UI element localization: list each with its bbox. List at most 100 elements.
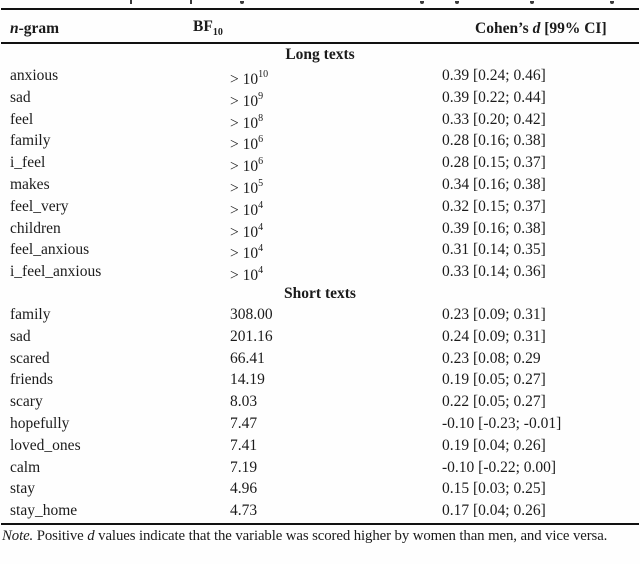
note-text: Positive bbox=[33, 528, 88, 544]
table-row: children > 104 0.39 [0.16; 0.38] bbox=[0, 218, 640, 241]
bf-exponent: 4 bbox=[258, 221, 264, 233]
cohens-d-cell: 0.23 [0.09; 0.31] bbox=[442, 305, 546, 323]
table-row: family > 106 0.28 [0.16; 0.38] bbox=[0, 130, 640, 153]
bf-cell: 4.96 bbox=[230, 480, 258, 498]
bf-cell: > 104 bbox=[230, 243, 264, 263]
ngram-cell: scared bbox=[10, 349, 50, 367]
table-row: calm 7.19 -0.10 [-0.22; 0.00] bbox=[0, 457, 640, 479]
table-row: stay_home 4.73 0.17 [0.04; 0.26] bbox=[0, 500, 640, 522]
cohens-d-cell: 0.39 [0.22; 0.44] bbox=[442, 88, 546, 106]
note-text: values indicate that the variable was sc… bbox=[94, 528, 608, 544]
cohens-d-cell: 0.17 [0.04; 0.26] bbox=[442, 502, 546, 520]
table-row: feel > 108 0.33 [0.20; 0.42] bbox=[0, 109, 640, 132]
ngram-cell: i_feel bbox=[10, 154, 46, 172]
caption-fragment bbox=[610, 1, 614, 4]
table-row: anxious > 1010 0.39 [0.24; 0.46] bbox=[0, 65, 640, 88]
table-body: Long texts anxious > 1010 0.39 [0.24; 0.46]… bbox=[0, 44, 640, 522]
ngram-cell: hopefully bbox=[10, 414, 70, 432]
table-row: sad 201.16 0.24 [0.09; 0.31] bbox=[0, 326, 640, 348]
table-row: stay 4.96 0.15 [0.03; 0.25] bbox=[0, 478, 640, 500]
table-header-row: n-gram BF10 Cohen’s d [99% CI] bbox=[0, 10, 636, 42]
note-d-italic: d bbox=[87, 528, 95, 544]
table-row: feel_very > 104 0.32 [0.15; 0.37] bbox=[0, 196, 640, 219]
note-lead-italic: Note. bbox=[2, 528, 34, 544]
ngram-cell: calm bbox=[10, 458, 41, 476]
bf-exponent: 9 bbox=[258, 90, 264, 102]
ngram-cell: stay_home bbox=[10, 502, 78, 520]
cohens-d-cell: 0.19 [0.05; 0.27] bbox=[442, 371, 546, 389]
cohens-d-cell: 0.39 [0.16; 0.38] bbox=[442, 219, 546, 237]
bf-cell: 308.00 bbox=[230, 305, 273, 323]
section-title: Long texts bbox=[285, 46, 355, 63]
cohens-d-cell: -0.10 [-0.22; 0.00] bbox=[442, 458, 557, 476]
bf-cell: 7.47 bbox=[230, 414, 258, 432]
bf-cell: > 106 bbox=[230, 134, 264, 154]
table-row: scared 66.41 0.23 [0.08; 0.29 bbox=[0, 348, 640, 370]
ngram-cell: feel bbox=[10, 110, 34, 128]
bf-cell: > 104 bbox=[230, 221, 264, 241]
header-bf-text: BF bbox=[193, 17, 213, 35]
table-note: Note. Positive d values indicate that th… bbox=[2, 527, 640, 546]
cohens-d-cell: 0.33 [0.20; 0.42] bbox=[442, 110, 546, 128]
ngram-cell: sad bbox=[10, 88, 31, 106]
bf-cell: > 104 bbox=[230, 265, 264, 285]
ngram-cell: feel_anxious bbox=[10, 241, 90, 259]
bf-cell: > 106 bbox=[230, 156, 264, 176]
table-row: hopefully 7.47 -0.10 [-0.23; -0.01] bbox=[0, 413, 640, 435]
ngram-cell: feel_very bbox=[10, 197, 69, 215]
ngram-cell: loved_ones bbox=[10, 436, 81, 454]
table-bottom-rule bbox=[1, 523, 639, 525]
bf-cell: > 105 bbox=[230, 177, 264, 198]
cohens-d-cell: 0.19 [0.04; 0.26] bbox=[442, 436, 546, 454]
ngram-cell: i_feel_anxious bbox=[10, 263, 102, 281]
table-header-rule bbox=[1, 42, 639, 44]
cohens-d-cell: 0.23 [0.08; 0.29 bbox=[442, 349, 541, 367]
header-ngram-italic: n bbox=[10, 20, 19, 37]
ngram-cell: sad bbox=[10, 327, 31, 345]
table-row: i_feel > 106 0.28 [0.15; 0.37] bbox=[0, 152, 640, 175]
cohens-d-cell: 0.31 [0.14; 0.35] bbox=[442, 241, 546, 259]
bf-cell: 4.73 bbox=[230, 502, 258, 520]
ngram-cell: family bbox=[10, 305, 51, 323]
header-cohens-pre: Cohen’s bbox=[475, 20, 533, 37]
ngram-cell: friends bbox=[10, 371, 54, 389]
table-row: loved_ones 7.41 0.19 [0.04; 0.26] bbox=[0, 435, 640, 457]
section-title: Short texts bbox=[284, 284, 356, 302]
cohens-d-cell: 0.24 [0.09; 0.31] bbox=[442, 327, 546, 345]
bf-cell: > 1010 bbox=[230, 69, 269, 89]
header-bf-subscript: 10 bbox=[212, 27, 223, 38]
ngram-cell: anxious bbox=[10, 67, 59, 84]
cohens-d-cell: 0.39 [0.24; 0.46] bbox=[442, 67, 546, 84]
table-row: makes > 105 0.34 [0.16; 0.38] bbox=[0, 174, 640, 197]
bf-exponent: 5 bbox=[258, 177, 264, 189]
header-cohens-d-italic: d bbox=[532, 20, 541, 37]
bf-exponent: 4 bbox=[258, 265, 264, 277]
caption-fragment bbox=[190, 0, 192, 4]
header-bf10: BF10 bbox=[193, 18, 475, 38]
bf-cell: > 104 bbox=[230, 199, 264, 219]
caption-fragment bbox=[530, 1, 534, 4]
ngram-cell: children bbox=[10, 219, 61, 237]
caption-fragment bbox=[240, 1, 244, 4]
cohens-d-cell: 0.22 [0.05; 0.27] bbox=[442, 393, 546, 411]
bf-cell: > 109 bbox=[230, 90, 264, 110]
bf-cell: 8.03 bbox=[230, 393, 258, 411]
caption-fragment bbox=[130, 0, 132, 4]
ngram-cell: makes bbox=[10, 175, 50, 193]
table-row: sad > 109 0.39 [0.22; 0.44] bbox=[0, 87, 640, 110]
cohens-d-cell: 0.28 [0.16; 0.38] bbox=[442, 132, 546, 150]
bf-cell: 201.16 bbox=[230, 327, 273, 345]
ngram-cell: family bbox=[10, 132, 51, 150]
bf-cell: 7.19 bbox=[230, 458, 258, 476]
cohens-d-cell: 0.28 [0.15; 0.37] bbox=[442, 154, 546, 172]
table-row: scary 8.03 0.22 [0.05; 0.27] bbox=[0, 391, 640, 413]
table-row: i_feel_anxious > 104 0.33 [0.14; 0.36] bbox=[0, 261, 640, 284]
cohens-d-cell: 0.32 [0.15; 0.37] bbox=[442, 197, 546, 215]
table-row: feel_anxious > 104 0.31 [0.14; 0.35] bbox=[0, 239, 640, 262]
header-cohens-post: [99% CI] bbox=[540, 20, 607, 37]
header-cohens-d: Cohen’s d [99% CI] bbox=[475, 20, 636, 38]
bf-exponent: 8 bbox=[258, 112, 264, 124]
bf-exponent: 10 bbox=[258, 69, 269, 80]
header-ngram: n-gram bbox=[10, 20, 193, 38]
